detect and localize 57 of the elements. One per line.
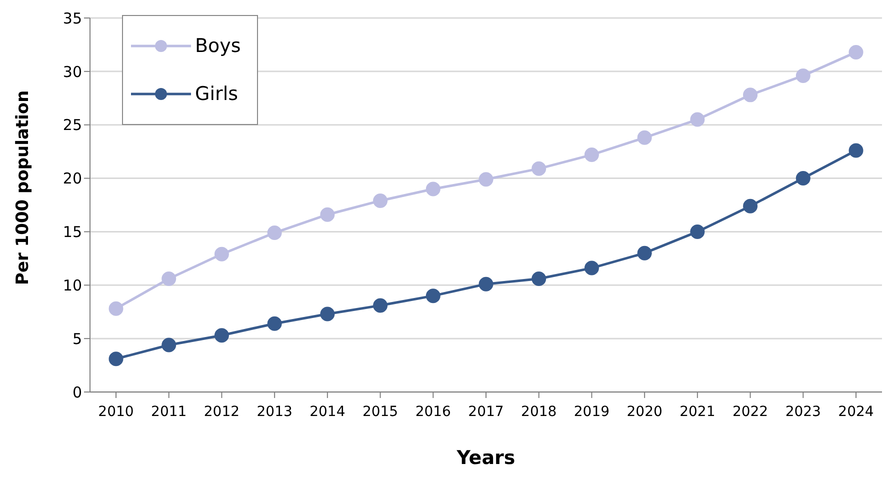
x-tick-label: 2018 [521,404,557,420]
point [267,226,282,240]
y-tick-label: 35 [62,9,82,28]
x-tick-label: 2011 [151,404,187,420]
x-tick-label: 2020 [626,404,662,420]
x-tick-label: 2010 [98,404,134,420]
x-tick-label: 2013 [256,404,292,420]
y-tick-label: 15 [62,223,82,242]
point [373,193,388,208]
legend-label: Girls [195,83,238,105]
point [162,271,176,286]
point [426,182,440,196]
point [320,306,335,322]
x-tick-label: 2021 [680,404,716,420]
point [637,130,652,145]
x-tick-label: 2019 [574,404,610,420]
point [478,172,494,187]
point [373,298,388,313]
y-tick-label: 30 [62,62,82,81]
point [848,143,864,158]
point [584,260,599,276]
point [162,338,176,352]
point [214,328,229,343]
point [796,171,810,186]
x-tick-label: 2017 [468,404,504,420]
x-tick-label: 2024 [838,404,874,420]
y-tick-label: 10 [62,276,82,294]
point [848,44,864,60]
x-tick-label: 2022 [732,404,768,420]
point [426,288,440,304]
x-tick-label: 2023 [785,404,821,420]
point [690,224,705,239]
point [690,112,705,127]
point [796,68,810,83]
y-tick-label: 25 [62,116,82,134]
point [214,246,229,262]
point [637,246,652,260]
point [532,161,546,176]
x-tick-label: 2015 [362,404,398,420]
x-tick-label: 2014 [310,404,346,420]
point [108,301,124,316]
point [743,198,758,214]
x-tick-label: 2016 [415,404,452,420]
x-tick-label: 2012 [204,404,240,420]
point [532,271,546,286]
point [108,352,124,366]
point [267,316,282,331]
legend-label: Boys [195,35,241,57]
x-axis-title: Years [456,447,516,469]
y-tick-label: 0 [72,383,82,402]
point [478,276,494,292]
point [584,148,599,162]
y-axis-title: Per 1000 population [13,90,34,285]
point [320,207,335,222]
y-tick-label: 20 [62,170,82,188]
point [743,88,758,102]
y-tick-label: 5 [72,330,82,348]
